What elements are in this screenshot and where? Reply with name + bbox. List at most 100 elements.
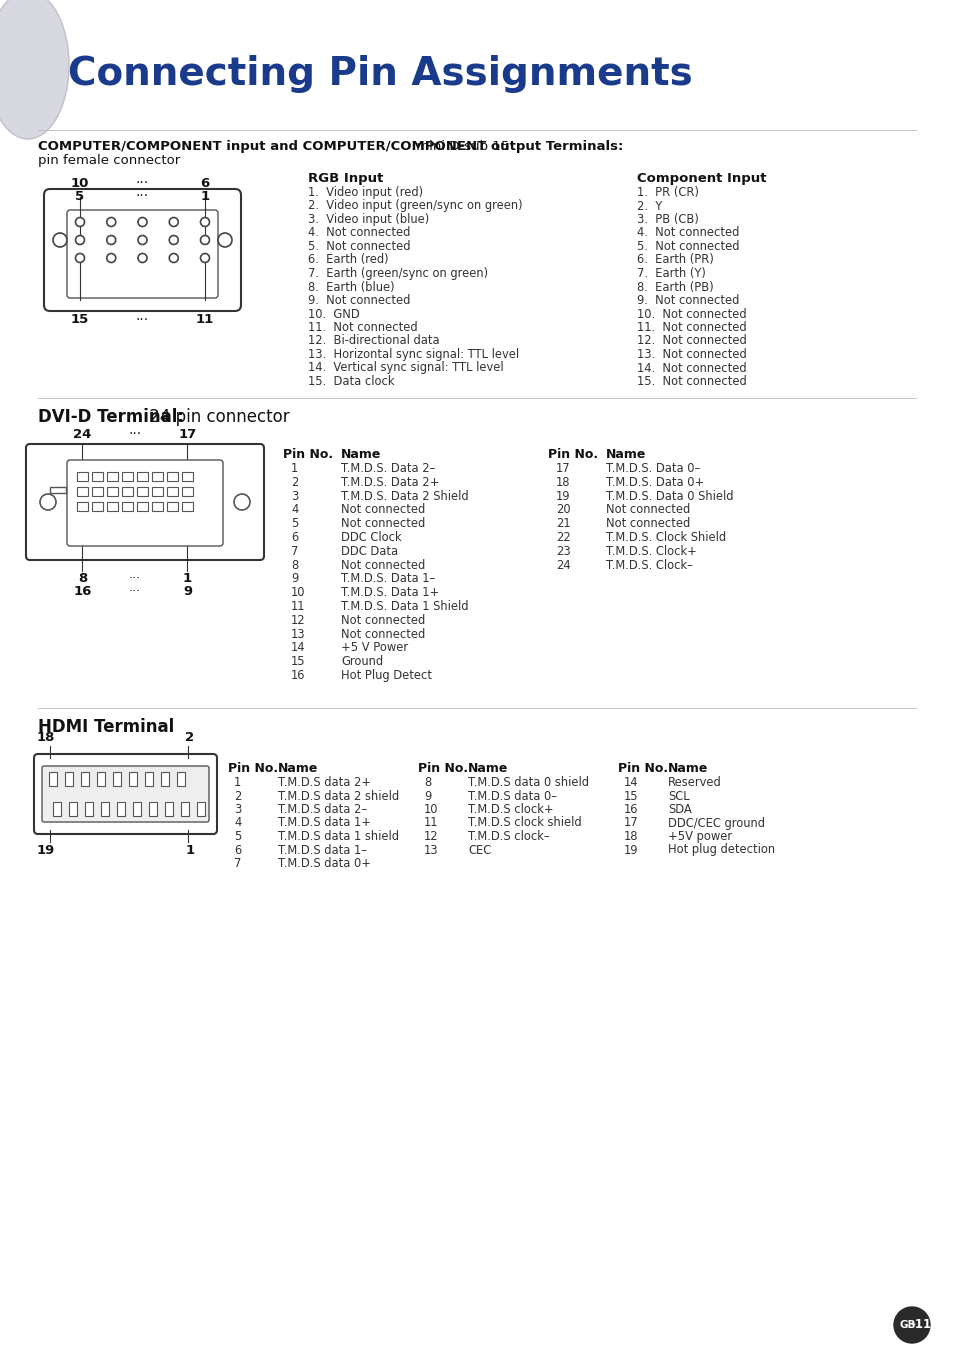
Bar	[132, 802, 141, 816]
Text: 13.  Not connected: 13. Not connected	[637, 349, 746, 361]
Text: 11: 11	[423, 817, 438, 829]
Text: T.M.D.S clock+: T.M.D.S clock+	[468, 804, 553, 816]
Text: 7: 7	[291, 545, 298, 557]
Bar	[91, 502, 103, 511]
Text: 20: 20	[556, 503, 570, 517]
Text: 18: 18	[623, 830, 638, 843]
Bar	[181, 802, 189, 816]
Text: 4: 4	[233, 817, 241, 829]
Text: 2.  Y: 2. Y	[637, 199, 661, 213]
Text: 3.  PB (CB): 3. PB (CB)	[637, 213, 699, 226]
Text: ···: ···	[135, 314, 149, 327]
Text: 6: 6	[200, 178, 210, 190]
Text: Not connected: Not connected	[340, 614, 425, 627]
Text: 17: 17	[178, 428, 196, 441]
Text: 11: 11	[291, 600, 305, 612]
Circle shape	[218, 233, 232, 248]
Circle shape	[75, 253, 85, 262]
Text: RGB Input: RGB Input	[308, 172, 383, 184]
Text: T.M.D.S. Data 0–: T.M.D.S. Data 0–	[605, 462, 700, 475]
Bar	[49, 773, 57, 786]
Bar	[91, 487, 103, 495]
Text: Pin No.: Pin No.	[417, 762, 468, 775]
Bar	[167, 502, 178, 511]
Text: Not connected: Not connected	[340, 517, 425, 530]
Text: 7.  Earth (Y): 7. Earth (Y)	[637, 267, 705, 280]
Text: 15: 15	[291, 656, 305, 668]
Text: Hot Plug Detect: Hot Plug Detect	[340, 669, 432, 682]
Text: T.M.D.S data 1 shield: T.M.D.S data 1 shield	[277, 830, 398, 843]
Text: 19: 19	[37, 844, 55, 857]
Bar	[152, 487, 163, 495]
Text: T.M.D.S. Data 1 Shield: T.M.D.S. Data 1 Shield	[340, 600, 468, 612]
FancyBboxPatch shape	[26, 444, 264, 560]
Bar	[97, 773, 105, 786]
Text: Not connected: Not connected	[605, 517, 690, 530]
Text: -11: -11	[909, 1319, 930, 1331]
Text: 8.  Earth (PB): 8. Earth (PB)	[637, 280, 713, 293]
Text: T.M.D.S. Clock–: T.M.D.S. Clock–	[605, 559, 692, 572]
Circle shape	[107, 236, 115, 245]
Text: Ground: Ground	[340, 656, 383, 668]
Text: 5.  Not connected: 5. Not connected	[637, 240, 739, 253]
Circle shape	[200, 236, 210, 245]
Text: T.M.D.S data 1+: T.M.D.S data 1+	[277, 817, 371, 829]
Circle shape	[169, 218, 178, 226]
Text: pin female connector: pin female connector	[38, 153, 180, 167]
Text: Pin No.: Pin No.	[547, 448, 598, 460]
Text: CEC: CEC	[468, 844, 491, 856]
Bar	[85, 802, 92, 816]
Text: 2: 2	[233, 790, 241, 802]
Text: 3.  Video input (blue): 3. Video input (blue)	[308, 213, 429, 226]
Text: 7: 7	[233, 857, 241, 870]
Bar	[107, 487, 118, 495]
Text: 15.  Data clock: 15. Data clock	[308, 376, 395, 388]
Text: T.M.D.S clock–: T.M.D.S clock–	[468, 830, 549, 843]
Bar	[122, 502, 132, 511]
Text: Name: Name	[667, 762, 708, 775]
Text: DDC Clock: DDC Clock	[340, 532, 401, 544]
Text: 11: 11	[195, 314, 213, 326]
Bar	[107, 502, 118, 511]
Bar	[196, 802, 205, 816]
Text: 1: 1	[291, 462, 298, 475]
Circle shape	[107, 218, 115, 226]
Bar	[182, 502, 193, 511]
Text: 6.  Earth (red): 6. Earth (red)	[308, 253, 388, 267]
Text: Name: Name	[277, 762, 318, 775]
Circle shape	[169, 253, 178, 262]
Text: 24: 24	[556, 559, 570, 572]
Circle shape	[75, 236, 85, 245]
Text: 1.  PR (CR): 1. PR (CR)	[637, 186, 699, 199]
FancyBboxPatch shape	[67, 460, 223, 546]
Text: DDC Data: DDC Data	[340, 545, 397, 557]
Text: Pin No.: Pin No.	[618, 762, 667, 775]
Text: T.M.D.S. Data 2+: T.M.D.S. Data 2+	[340, 475, 439, 489]
Text: T.M.D.S. Data 2 Shield: T.M.D.S. Data 2 Shield	[340, 490, 468, 502]
Text: T.M.D.S. Data 0+: T.M.D.S. Data 0+	[605, 475, 703, 489]
Circle shape	[53, 233, 67, 248]
Text: Name: Name	[468, 762, 508, 775]
Bar	[165, 802, 172, 816]
Text: +5 V Power: +5 V Power	[340, 642, 408, 654]
Text: 1: 1	[200, 190, 210, 203]
Text: 11.  Not connected: 11. Not connected	[637, 320, 746, 334]
Text: 5: 5	[75, 190, 85, 203]
Text: 2: 2	[291, 475, 298, 489]
Bar	[50, 487, 66, 493]
Text: DDC/CEC ground: DDC/CEC ground	[667, 817, 764, 829]
Text: Hot plug detection: Hot plug detection	[667, 844, 774, 856]
Text: 14: 14	[623, 777, 638, 789]
Bar	[152, 502, 163, 511]
Bar	[145, 773, 152, 786]
Text: T.M.D.S. Clock+: T.M.D.S. Clock+	[605, 545, 696, 557]
Text: mini D-sub 15: mini D-sub 15	[412, 140, 509, 153]
Text: 5: 5	[291, 517, 298, 530]
Bar	[101, 802, 109, 816]
Text: +5V power: +5V power	[667, 830, 731, 843]
Text: 8: 8	[78, 572, 87, 586]
Bar	[182, 472, 193, 481]
Circle shape	[107, 253, 115, 262]
Text: SDA: SDA	[667, 804, 691, 816]
Text: ···: ···	[135, 176, 149, 190]
